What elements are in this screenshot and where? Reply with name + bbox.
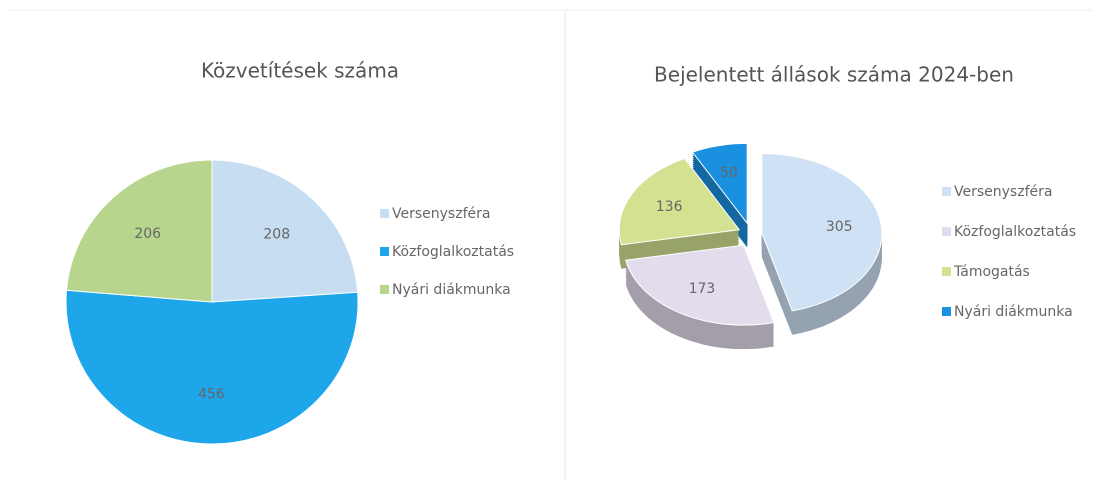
data-label: 208 [263, 227, 290, 243]
slice [761, 152, 883, 312]
legend-label: Versenyszféra [392, 206, 490, 222]
slice [618, 157, 741, 246]
legend-swatch [942, 267, 951, 276]
slice [211, 159, 359, 303]
chart-title: Bejelentett állások száma 2024-ben [654, 63, 1014, 87]
data-label: 305 [826, 219, 853, 235]
legend-swatch [942, 187, 951, 196]
legend-label: Közfoglalkoztatás [954, 224, 1076, 240]
chart-title: Közvetítések száma [201, 59, 399, 83]
data-label: 50 [720, 165, 738, 181]
legend-label: Versenyszféra [954, 184, 1052, 200]
slice [65, 159, 213, 303]
slice [625, 244, 775, 326]
data-label: 136 [656, 199, 683, 215]
data-label: 173 [689, 281, 716, 297]
legend-label: Nyári diákmunka [392, 282, 511, 298]
legend-label: Közfoglalkoztatás [392, 244, 514, 260]
legend-swatch [942, 227, 951, 236]
slice [65, 289, 359, 445]
slice [691, 142, 748, 225]
legend-swatch [380, 209, 389, 218]
data-label: 456 [198, 386, 225, 402]
legend-label: Nyári diákmunka [954, 304, 1073, 320]
legend-swatch [942, 307, 951, 316]
data-label: 206 [134, 226, 161, 242]
legend-swatch [380, 285, 389, 294]
legend-label: Támogatás [953, 264, 1030, 280]
legend-swatch [380, 247, 389, 256]
